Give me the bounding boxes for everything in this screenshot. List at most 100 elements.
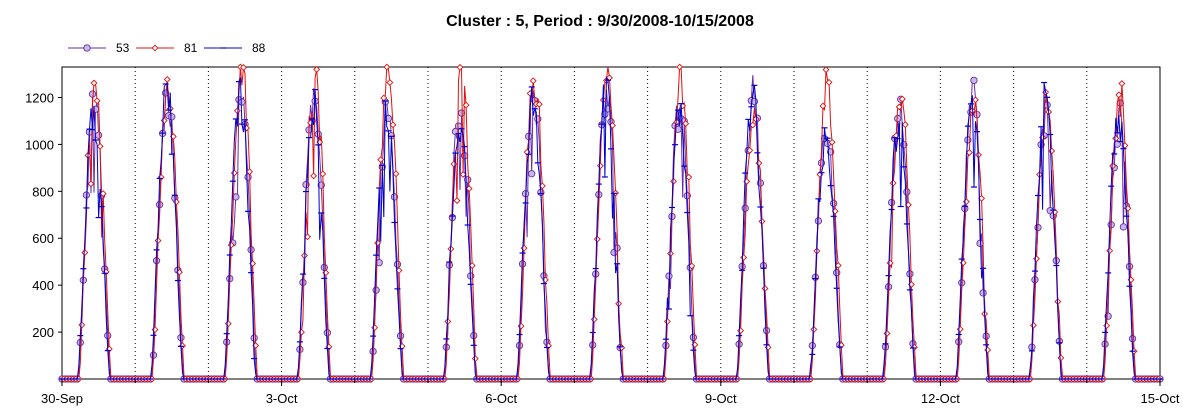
point-marker	[313, 65, 321, 73]
point-marker	[94, 131, 103, 139]
legend-label: 53	[116, 41, 130, 55]
point-marker	[828, 138, 836, 146]
point-marker	[151, 44, 159, 52]
point-marker	[450, 160, 458, 168]
point-marker	[596, 162, 604, 170]
x-tick-label: 15-Oct	[1140, 391, 1179, 406]
point-marker	[314, 130, 322, 138]
point-marker	[676, 63, 684, 71]
legend-label: 88	[252, 41, 266, 55]
point-marker	[898, 95, 906, 103]
legend-label: 81	[184, 41, 198, 55]
point-marker	[246, 168, 254, 176]
point-marker	[96, 142, 104, 150]
point-marker	[163, 75, 171, 83]
point-marker	[906, 270, 914, 278]
point-marker	[90, 79, 98, 87]
series-88	[59, 76, 1163, 380]
y-tick-label: 1000	[25, 137, 54, 152]
point-marker	[393, 260, 402, 268]
point-marker	[389, 121, 397, 129]
y-tick-label: 200	[32, 325, 54, 340]
point-marker	[895, 103, 903, 111]
point-marker	[83, 44, 91, 52]
point-marker	[1118, 80, 1126, 87]
point-marker	[224, 320, 232, 328]
point-marker	[1029, 321, 1037, 329]
point-marker	[459, 171, 467, 178]
point-marker	[88, 90, 97, 98]
point-marker	[819, 102, 827, 110]
point-marker	[247, 246, 255, 254]
point-marker	[319, 170, 327, 178]
point-marker	[670, 177, 677, 185]
point-marker	[465, 185, 473, 193]
point-marker	[528, 170, 536, 178]
point-marker	[456, 63, 464, 71]
point-marker	[87, 180, 95, 188]
point-marker	[1115, 91, 1123, 99]
point-marker	[894, 114, 902, 123]
point-marker	[830, 199, 838, 208]
point-marker	[965, 149, 973, 156]
point-marker	[689, 333, 697, 342]
point-marker	[901, 121, 909, 129]
point-marker	[454, 122, 463, 130]
point-marker	[93, 97, 101, 105]
point-marker	[453, 197, 461, 205]
point-marker	[377, 156, 385, 164]
point-marker	[99, 190, 107, 198]
point-marker	[323, 329, 331, 337]
point-marker	[238, 98, 246, 106]
point-marker	[741, 204, 749, 212]
point-marker	[104, 331, 112, 340]
point-marker	[746, 146, 754, 154]
point-marker	[392, 170, 400, 178]
point-marker	[685, 173, 693, 181]
point-marker	[1057, 354, 1065, 362]
point-marker	[81, 249, 89, 257]
point-marker	[230, 169, 238, 177]
point-marker	[825, 78, 833, 86]
point-marker	[160, 117, 168, 124]
point-marker	[1112, 134, 1120, 142]
point-marker	[810, 325, 818, 333]
legend-item: 53	[68, 41, 130, 55]
point-marker	[250, 334, 258, 342]
point-marker	[834, 261, 842, 269]
point-marker	[737, 327, 745, 335]
point-marker	[593, 235, 601, 243]
x-tick-label: 6-Oct	[485, 391, 517, 406]
series-group	[58, 63, 1164, 383]
point-marker	[1109, 162, 1117, 170]
point-marker	[244, 173, 252, 181]
point-marker	[889, 179, 897, 187]
point-marker	[1119, 223, 1128, 231]
y-tick-label: 600	[32, 231, 54, 246]
point-marker	[535, 100, 543, 108]
point-marker	[386, 79, 394, 86]
point-marker	[822, 66, 830, 74]
axes: 200 400 600 800 1000 1200 30-Sep 3-Oct 6-Oct 9-Oc…	[25, 90, 1180, 406]
point-marker	[972, 96, 979, 104]
point-marker	[310, 172, 318, 180]
point-marker	[1106, 247, 1114, 255]
chart-title: Cluster : 5, Period : 9/30/2008-10/15/20…	[446, 13, 754, 30]
series-line	[62, 65, 1160, 380]
y-tick-label: 1200	[25, 90, 54, 105]
point-marker	[240, 64, 247, 71]
x-tick-label: 3-Oct	[266, 391, 298, 406]
x-tick-label: 12-Oct	[921, 391, 960, 406]
point-marker	[688, 262, 696, 270]
point-marker	[970, 76, 978, 85]
point-marker	[749, 121, 757, 129]
point-marker	[462, 101, 470, 109]
point-marker	[682, 120, 690, 128]
point-marker	[383, 63, 391, 71]
point-marker	[529, 77, 537, 85]
point-marker	[761, 285, 769, 292]
point-marker	[979, 289, 987, 297]
y-tick-label: 800	[32, 184, 54, 199]
point-marker	[762, 326, 771, 335]
